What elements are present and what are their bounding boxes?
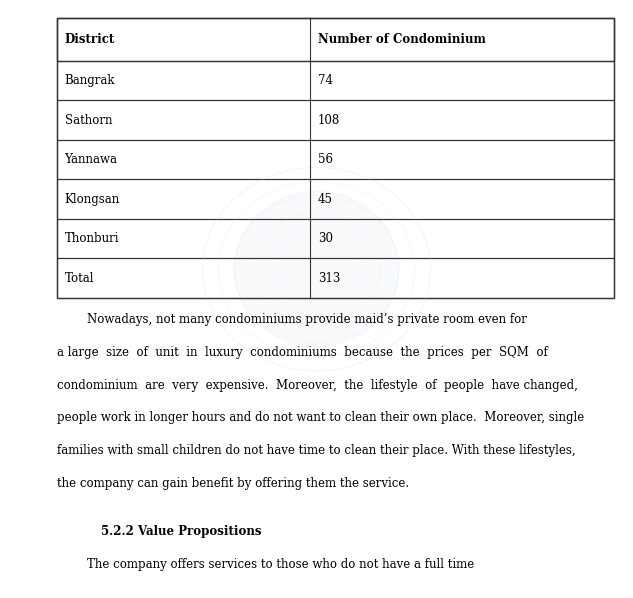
Bar xyxy=(57,18,614,61)
Text: 74: 74 xyxy=(318,74,333,87)
Bar xyxy=(57,61,614,100)
Text: the company can gain benefit by offering them the service.: the company can gain benefit by offering… xyxy=(57,477,409,490)
Text: The company offers services to those who do not have a full time: The company offers services to those who… xyxy=(57,558,474,571)
Text: 313: 313 xyxy=(318,271,340,285)
Text: Sathorn: Sathorn xyxy=(65,114,112,127)
Text: Nowadays, not many condominiums provide maid’s private room even for: Nowadays, not many condominiums provide … xyxy=(57,313,527,326)
Text: Bangrak: Bangrak xyxy=(65,74,115,87)
Bar xyxy=(57,258,614,298)
Bar xyxy=(57,140,614,179)
Text: 56: 56 xyxy=(318,153,333,166)
Bar xyxy=(57,219,614,258)
Text: condominium  are  very  expensive.  Moreover,  the  lifestyle  of  people  have : condominium are very expensive. Moreover… xyxy=(57,379,578,392)
Text: Total: Total xyxy=(65,271,94,285)
Bar xyxy=(57,18,614,298)
Text: Number of Condominium: Number of Condominium xyxy=(318,33,486,46)
Text: Klongsan: Klongsan xyxy=(65,193,120,206)
Text: a large  size  of  unit  in  luxury  condominiums  because  the  prices  per  SQ: a large size of unit in luxury condomini… xyxy=(57,346,548,359)
Text: people work in longer hours and do not want to clean their own place.  Moreover,: people work in longer hours and do not w… xyxy=(57,411,584,425)
Text: 108: 108 xyxy=(318,114,340,127)
Text: Thonburi: Thonburi xyxy=(65,232,119,245)
Bar xyxy=(57,179,614,219)
Text: families with small children do not have time to clean their place. With these l: families with small children do not have… xyxy=(57,444,575,457)
Text: 30: 30 xyxy=(318,232,333,245)
Text: Yannawa: Yannawa xyxy=(65,153,118,166)
Text: District: District xyxy=(65,33,115,46)
Bar xyxy=(57,100,614,140)
Text: 5.2.2 Value Propositions: 5.2.2 Value Propositions xyxy=(101,525,262,538)
Circle shape xyxy=(234,191,399,347)
Text: 45: 45 xyxy=(318,193,333,206)
